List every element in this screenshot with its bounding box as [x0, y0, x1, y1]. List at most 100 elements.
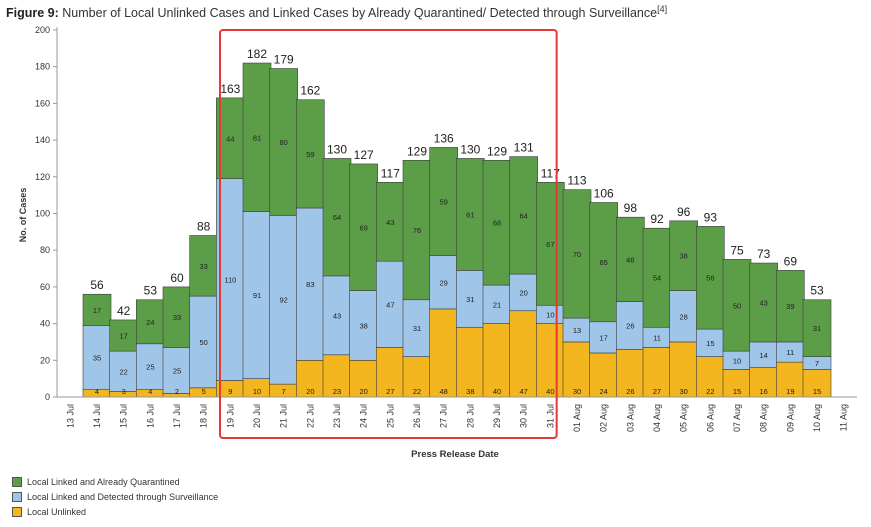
x-tick-label: 02 Aug — [599, 404, 609, 432]
segment-label-quarantined: 67 — [546, 240, 554, 249]
bar-total-label: 117 — [541, 166, 560, 180]
segment-label-surveillance: 13 — [573, 326, 581, 335]
segment-label-surveillance: 7 — [815, 359, 819, 368]
legend-swatch-unlinked — [12, 506, 22, 517]
segment-label-surveillance: 50 — [199, 338, 207, 347]
segment-label-surveillance: 91 — [253, 291, 261, 300]
segment-label-quarantined: 76 — [413, 226, 421, 235]
bar-segment-quarantined — [349, 163, 378, 291]
segment-label-quarantined: 50 — [733, 301, 741, 310]
x-tick-label: 24 Jul — [359, 404, 369, 428]
x-tick-label: 20 Jul — [252, 404, 262, 428]
x-tick-label: 27 Jul — [439, 404, 449, 428]
x-axis: 13 Jul 14 Jul 15 Jul 16 Jul 17 Jul 18 Jul 19 J… — [57, 396, 857, 432]
segment-label-unlinked: 15 — [733, 387, 741, 396]
bar-segment-quarantined — [509, 156, 538, 275]
segment-label-unlinked: 38 — [466, 387, 474, 396]
bar-total-label: 92 — [650, 212, 664, 226]
segment-label-unlinked: 30 — [573, 387, 581, 396]
bar-segment-unlinked — [482, 323, 512, 398]
x-tick-label: 19 Jul — [225, 404, 235, 428]
segment-label-quarantined: 65 — [599, 258, 607, 267]
segment-label-surveillance: 35 — [93, 354, 101, 363]
bar-total-label: 73 — [757, 247, 771, 261]
x-tick-label: 10 Aug — [812, 404, 822, 432]
segment-label-quarantined: 17 — [119, 332, 127, 341]
bar-segment-unlinked — [562, 341, 592, 398]
x-tick-label: 30 Jul — [519, 404, 529, 428]
segment-label-quarantined: 59 — [306, 150, 314, 159]
segment-label-surveillance: 10 — [546, 310, 554, 319]
bar-segment-quarantined — [642, 227, 672, 328]
x-tick-label: 03 Aug — [625, 404, 635, 432]
bar-segment-surveillance — [509, 273, 538, 312]
bar-total-label: 106 — [594, 186, 614, 200]
bar-segment-quarantined — [109, 319, 138, 352]
segment-label-unlinked: 47 — [519, 387, 527, 396]
segment-label-quarantined: 56 — [706, 274, 714, 283]
y-tick-label: 160 — [35, 98, 50, 108]
x-tick-label: 16 Jul — [145, 404, 155, 428]
segment-label-unlinked: 27 — [386, 387, 394, 396]
segment-label-unlinked: 16 — [759, 387, 767, 396]
segment-label-quarantined: 61 — [466, 210, 474, 219]
bar-total-label: 96 — [677, 205, 691, 219]
bar-segment-quarantined — [589, 202, 618, 323]
segment-label-surveillance: 47 — [386, 300, 394, 309]
bar-total-label: 93 — [704, 210, 718, 224]
y-tick-label: 200 — [35, 25, 50, 35]
segment-label-surveillance: 15 — [706, 339, 714, 348]
segment-label-surveillance: 10 — [733, 356, 741, 365]
segment-label-quarantined: 17 — [93, 306, 101, 315]
legend-label-surveillance: Local Linked and Detected through Survei… — [27, 491, 219, 502]
segment-label-surveillance: 38 — [359, 321, 367, 330]
bar-total-label: 113 — [567, 174, 586, 188]
segment-label-unlinked: 26 — [626, 387, 634, 396]
bar-total-label: 53 — [810, 284, 824, 298]
bar-segment-quarantined — [616, 216, 645, 302]
bar-segment-quarantined — [749, 262, 778, 343]
y-tick-label: 0 — [45, 392, 50, 402]
segment-label-quarantined: 33 — [199, 262, 207, 271]
bar-total-label: 131 — [514, 141, 534, 155]
segment-label-unlinked: 48 — [439, 387, 447, 396]
segment-label-quarantined: 54 — [653, 274, 661, 283]
y-tick-label: 80 — [40, 245, 50, 255]
legend-label-quarantined: Local Linked and Already Quarantined — [27, 476, 180, 487]
bar-segment-surveillance — [749, 341, 778, 368]
segment-label-unlinked: 4 — [95, 387, 99, 396]
segment-label-quarantined: 39 — [786, 302, 794, 311]
segment-label-unlinked: 40 — [546, 387, 554, 396]
bar-segment-surveillance — [696, 328, 725, 357]
segment-label-unlinked: 19 — [786, 387, 794, 396]
bar-segment-unlinked — [509, 310, 538, 398]
bar-segment-surveillance — [589, 321, 618, 354]
segment-label-quarantined: 69 — [359, 223, 367, 232]
segment-label-quarantined: 46 — [626, 255, 634, 264]
bar-segment-unlinked — [296, 359, 325, 398]
x-tick-label: 04 Aug — [652, 404, 662, 432]
bar-segment-quarantined — [536, 182, 565, 306]
x-tick-label: 25 Jul — [385, 404, 395, 428]
segment-label-surveillance: 14 — [759, 351, 767, 360]
legend-swatch-surveillance — [12, 491, 22, 502]
segment-label-surveillance: 11 — [653, 333, 661, 342]
x-tick-label: 06 Aug — [705, 404, 715, 432]
segment-label-quarantined: 81 — [253, 133, 261, 142]
bar-segment-quarantined — [776, 270, 805, 343]
bar-segment-quarantined — [429, 147, 458, 257]
segment-label-surveillance: 110 — [224, 276, 236, 285]
segment-label-quarantined: 59 — [439, 198, 447, 207]
bar-segment-quarantined — [296, 99, 325, 209]
segment-label-quarantined: 80 — [279, 138, 287, 147]
segment-label-unlinked: 20 — [359, 387, 367, 396]
segment-label-quarantined: 33 — [173, 313, 181, 322]
segment-label-unlinked: 22 — [706, 387, 714, 396]
segment-label-surveillance: 92 — [279, 296, 287, 305]
y-tick-label: 40 — [40, 319, 50, 329]
x-tick-label: 09 Aug — [785, 404, 795, 432]
bar-segment-surveillance — [269, 215, 298, 385]
segment-label-surveillance: 17 — [599, 333, 607, 342]
figure-title-text: Number of Local Unlinked Cases and Linke… — [62, 6, 658, 21]
